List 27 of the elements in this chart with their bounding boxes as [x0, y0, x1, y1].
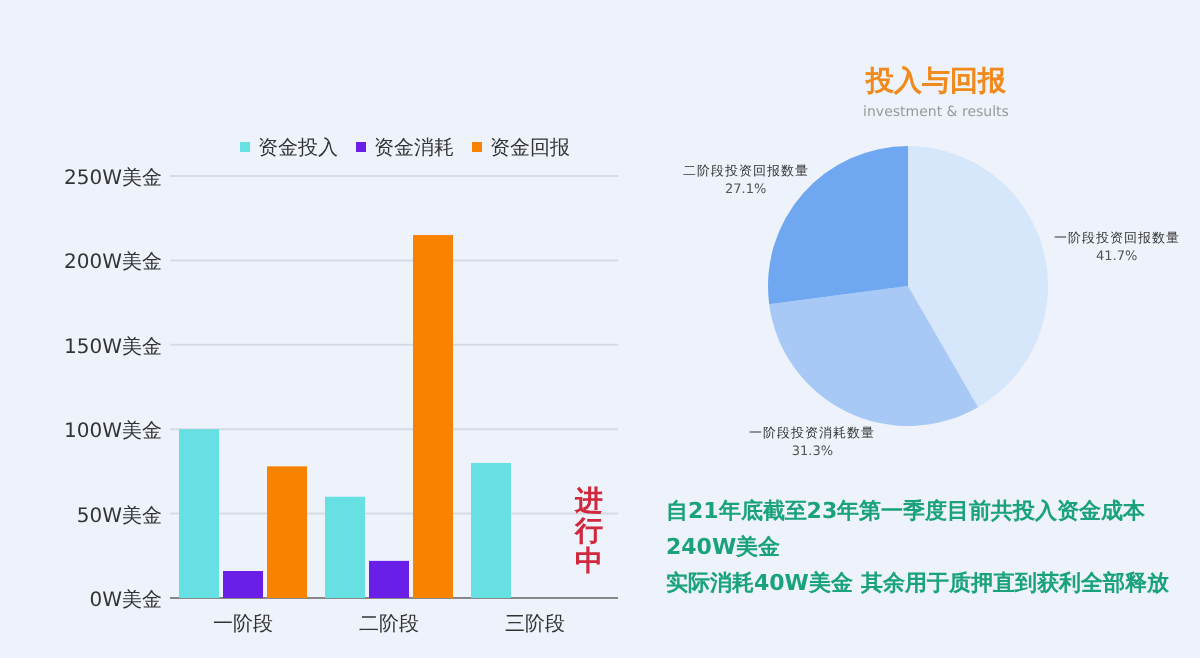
- bar: [413, 235, 453, 598]
- y-tick-label: 250W美金: [64, 166, 162, 190]
- bar: [471, 462, 511, 598]
- bar: [325, 496, 365, 598]
- x-tick-label: 二阶段: [359, 612, 419, 636]
- text: 自21年底截至23年第一季度目前共投入资金成本: [666, 498, 1148, 524]
- bar: [267, 466, 307, 598]
- legend-label: 资金回报: [490, 136, 570, 160]
- bar: [223, 570, 263, 598]
- y-tick-label: 0W美金: [89, 588, 162, 612]
- x-tick-label: 三阶段: [505, 612, 565, 636]
- y-tick-label: 50W美金: [76, 503, 162, 528]
- pie-slice: [908, 146, 1048, 408]
- bar: [369, 560, 409, 598]
- bar: [179, 429, 219, 598]
- x-tick-label: 一阶段: [213, 612, 273, 636]
- annotation: 进行中: [573, 486, 603, 578]
- y-tick-label: 150W美金: [64, 334, 162, 359]
- y-tick-label: 100W美金: [64, 419, 162, 444]
- pie-slice: [768, 146, 908, 305]
- pie-slice: [769, 286, 979, 426]
- text: 240W美金: [666, 534, 783, 560]
- text: 实际消耗40W美金 其余用于质押直到获利全部释放: [666, 570, 1171, 596]
- chart-title: 投入与回报: [864, 66, 1008, 98]
- legend-label: 资金消耗: [374, 136, 454, 160]
- y-tick-label: 200W美金: [64, 250, 162, 275]
- legend-label: 资金投入: [258, 136, 338, 160]
